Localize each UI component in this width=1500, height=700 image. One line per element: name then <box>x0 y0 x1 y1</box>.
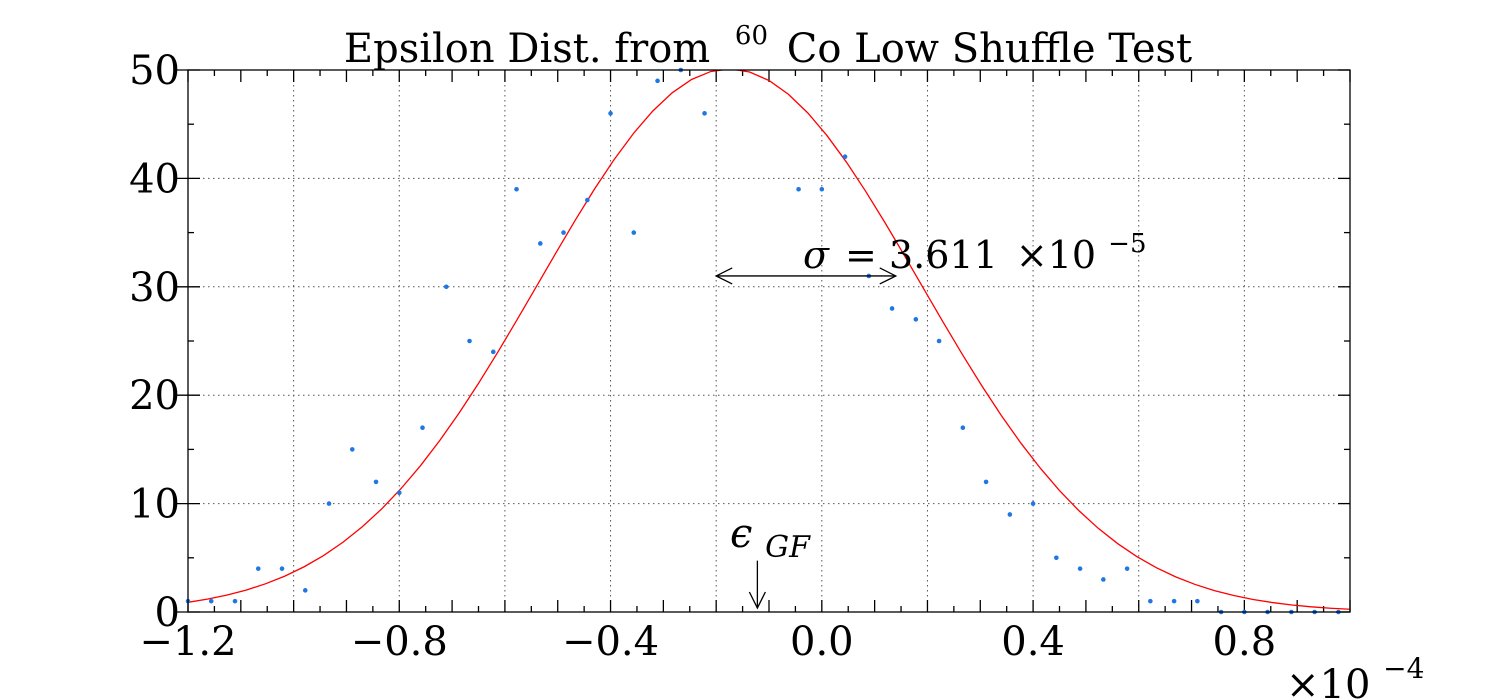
data-point <box>1101 577 1106 582</box>
data-point <box>561 230 566 235</box>
data-point <box>1195 598 1200 604</box>
data-point <box>255 566 261 571</box>
data-point <box>467 338 472 344</box>
data-point <box>960 425 966 431</box>
x-tick-label: −1.2 <box>139 619 236 665</box>
epsilon-gf-label: ϵ GF <box>730 511 811 565</box>
x-scale-base: ×10 <box>1286 662 1370 700</box>
data-point <box>1148 598 1153 604</box>
sigma-arrow-head-right <box>879 267 898 285</box>
epsilon-subscript: GF <box>765 530 811 565</box>
data-point <box>1054 555 1059 561</box>
y-tick-label: 20 <box>129 373 180 419</box>
title-superscript: 60 <box>735 21 768 51</box>
data-point <box>631 230 637 235</box>
sigma-symbol: σ <box>803 233 830 277</box>
epsilon-gf-arrow-head <box>748 591 766 610</box>
data-point <box>655 78 660 84</box>
data-point <box>420 425 425 431</box>
x-tick-label: 0.0 <box>790 619 854 665</box>
data-point <box>889 306 895 311</box>
data-point <box>349 447 355 452</box>
data-point <box>514 186 519 192</box>
epsilon-symbol: ϵ <box>730 511 752 557</box>
data-point <box>326 501 332 506</box>
x-tick-label: −0.8 <box>351 619 448 665</box>
sigma-exponent: −5 <box>1108 229 1146 259</box>
data-point <box>796 186 801 192</box>
data-point <box>396 490 402 496</box>
data-point <box>1124 566 1130 571</box>
x-tick-labels: −1.2 −0.8 −0.4 0.0 0.4 0.8 <box>139 619 1276 665</box>
title-prefix: Epsilon Dist. from <box>344 26 710 72</box>
data-point <box>913 317 919 322</box>
sigma-arrow-head-left <box>714 267 733 285</box>
x-tick-label: −0.4 <box>562 619 659 665</box>
data-point <box>585 197 590 203</box>
y-tick-label: 30 <box>129 265 180 311</box>
data-point <box>490 349 496 355</box>
data-point <box>537 241 543 246</box>
plot-frame <box>187 69 1351 613</box>
sigma-times: ×10 <box>1016 233 1096 277</box>
epsilon-gf-annotation: ϵ GF <box>730 511 811 610</box>
sigma-annotation: σ = 3.611 ×10 −5 <box>714 229 1147 285</box>
data-point <box>1171 598 1177 604</box>
data-point <box>1030 501 1036 506</box>
x-scale-exponent: −4 <box>1383 652 1424 685</box>
data-point <box>1077 566 1083 571</box>
data-point <box>443 284 449 290</box>
chart-title: Epsilon Dist. from 60 Co Low Shuffle Tes… <box>344 8 1192 72</box>
data-point <box>1007 512 1013 517</box>
data-point <box>936 338 942 344</box>
data-point <box>842 154 848 160</box>
axis-ticks <box>174 69 1351 613</box>
x-scale-label: ×10 −4 <box>1286 652 1424 700</box>
x-tick-label: 0.8 <box>1213 619 1277 665</box>
data-point <box>208 598 214 604</box>
y-tick-label: 0 <box>155 590 180 636</box>
x-tick-label: 0.4 <box>1001 619 1065 665</box>
data-point <box>279 566 285 571</box>
sigma-equals: = <box>845 233 877 277</box>
data-point <box>608 111 613 116</box>
data-point <box>232 598 238 604</box>
data-point <box>819 186 825 192</box>
sigma-value: 3.611 <box>889 233 998 277</box>
y-tick-label: 50 <box>129 48 180 94</box>
title-suffix: Co Low Shuffle Test <box>787 26 1192 72</box>
y-tick-label: 40 <box>129 156 180 202</box>
sigma-label: σ = 3.611 ×10 −5 <box>803 229 1147 277</box>
gaussian-fit-curve <box>188 70 1350 610</box>
data-point <box>373 479 379 485</box>
y-tick-label: 10 <box>129 482 180 528</box>
y-tick-labels: 0 10 20 30 40 50 <box>129 48 180 636</box>
data-point <box>302 588 308 593</box>
data-point <box>702 111 707 116</box>
data-point <box>983 479 989 485</box>
